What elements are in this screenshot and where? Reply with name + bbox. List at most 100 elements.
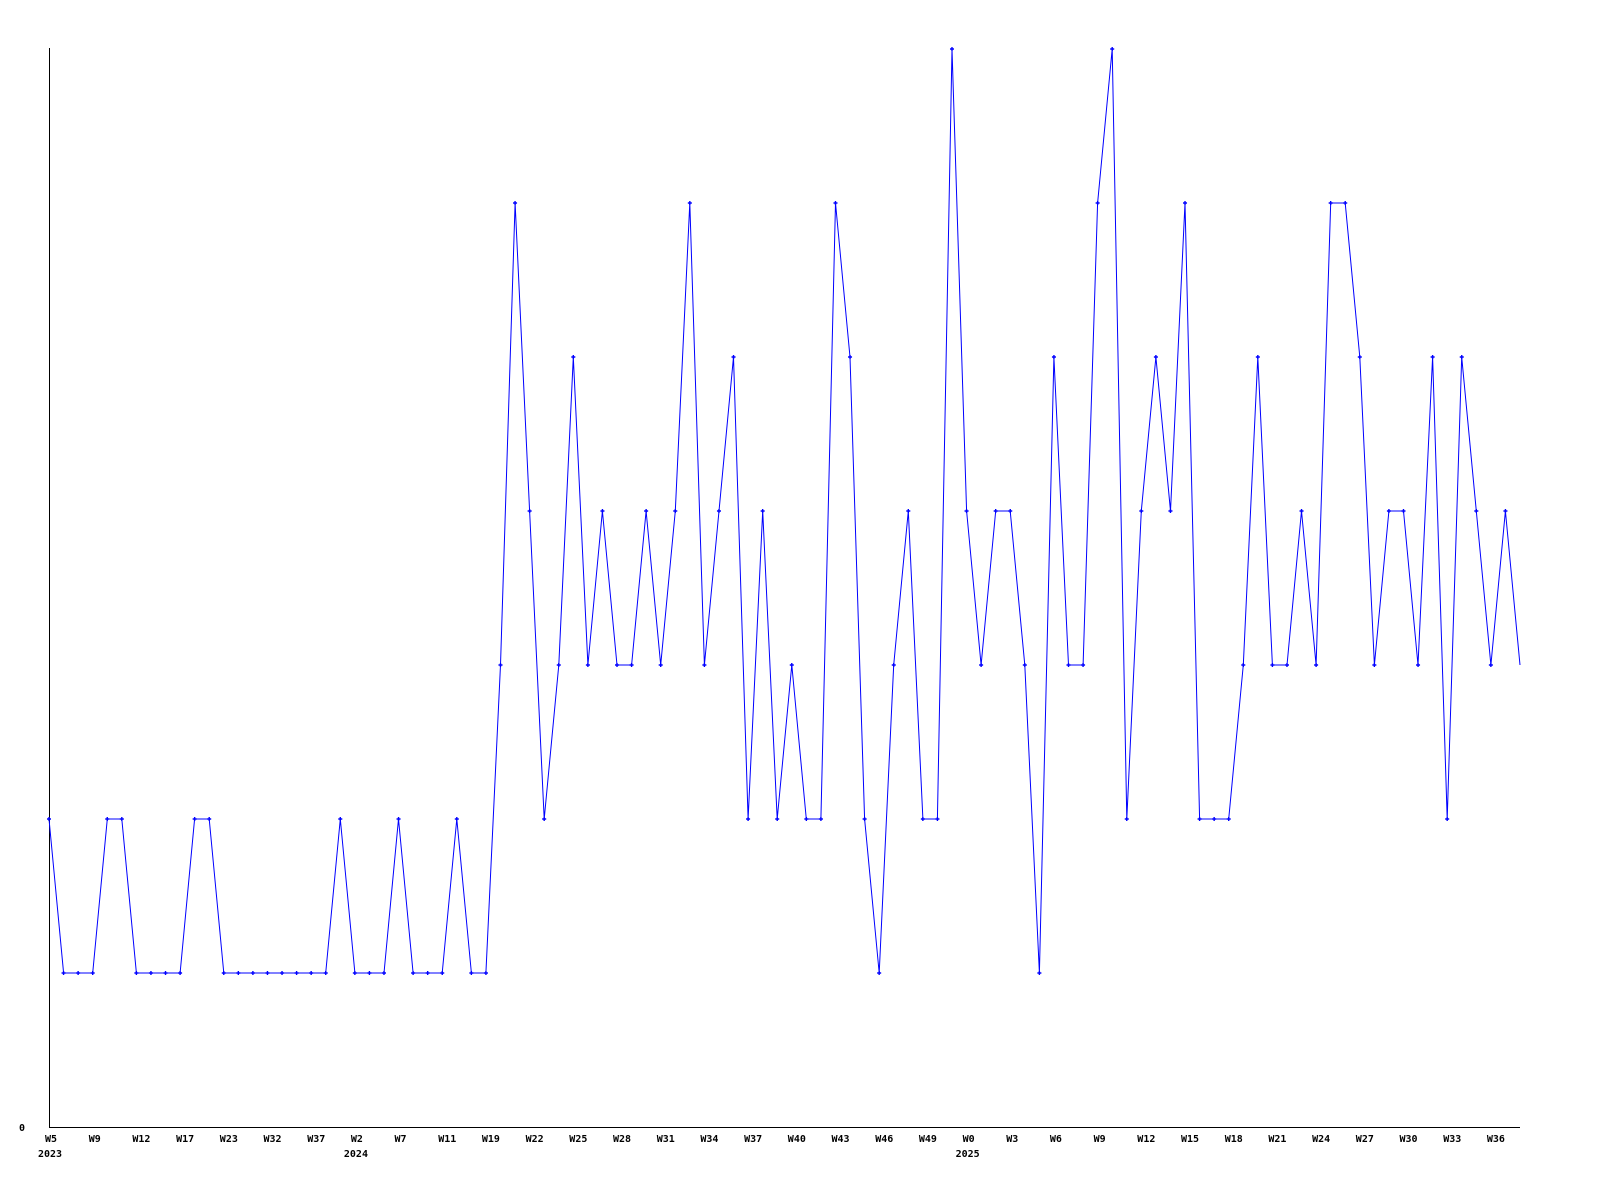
data-point: [716, 509, 721, 513]
x-tick-label: W17: [176, 1134, 194, 1145]
data-point: [920, 817, 925, 821]
data-point: [1401, 509, 1406, 513]
data-point: [1066, 663, 1071, 667]
x-tick-label: W6: [1050, 1134, 1062, 1145]
x-tick-label: W37: [744, 1134, 762, 1145]
data-point: [862, 817, 867, 821]
data-point: [1139, 509, 1144, 513]
x-tick-label: W37: [307, 1134, 325, 1145]
data-point: [1168, 509, 1173, 513]
data-point: [760, 509, 765, 513]
data-point: [178, 971, 183, 975]
data-point: [1284, 663, 1289, 667]
data-point: [280, 971, 285, 975]
data-point: [440, 971, 445, 975]
data-point: [1037, 971, 1042, 975]
data-point: [979, 663, 984, 667]
data-point: [1372, 663, 1377, 667]
data-point: [483, 971, 488, 975]
data-point: [1445, 817, 1450, 821]
series-line: [48, 48, 1521, 974]
data-point: [702, 663, 707, 667]
data-point: [949, 47, 954, 51]
x-tick-label: W34: [700, 1134, 718, 1145]
x-tick-label: W0: [963, 1134, 975, 1145]
data-point: [119, 817, 124, 821]
data-point: [804, 817, 809, 821]
data-point: [1503, 509, 1508, 513]
x-tick-label: W15: [1181, 1134, 1199, 1145]
data-point: [1328, 201, 1333, 205]
data-point: [221, 971, 226, 975]
data-point: [61, 971, 66, 975]
x-tick-label: W32: [264, 1134, 282, 1145]
x-tick-label: W23: [220, 1134, 238, 1145]
data-point: [833, 201, 838, 205]
data-point: [192, 817, 197, 821]
data-point: [469, 971, 474, 975]
x-tick-label: W28: [613, 1134, 631, 1145]
x-tick-label: W36: [1487, 1134, 1505, 1145]
data-point: [644, 509, 649, 513]
data-point: [687, 201, 692, 205]
data-point: [1212, 817, 1217, 821]
x-tick-label: W43: [832, 1134, 850, 1145]
data-point: [789, 663, 794, 667]
data-point: [571, 355, 576, 359]
data-point: [1314, 663, 1319, 667]
data-point: [148, 971, 153, 975]
x-tick-label: W5: [45, 1134, 57, 1145]
data-point: [1153, 355, 1158, 359]
data-point: [542, 817, 547, 821]
x-tick-label: W24: [1312, 1134, 1330, 1145]
data-point: [585, 663, 590, 667]
x-tick-label: W49: [919, 1134, 937, 1145]
data-point: [1299, 509, 1304, 513]
x-tick-label: W12: [132, 1134, 150, 1145]
data-point: [76, 971, 81, 975]
data-point: [731, 355, 736, 359]
data-point: [323, 971, 328, 975]
data-point: [134, 971, 139, 975]
data-point: [1110, 47, 1115, 51]
data-point: [818, 817, 823, 821]
data-point: [1095, 201, 1100, 205]
x-tick-label: W27: [1356, 1134, 1374, 1145]
data-point: [411, 971, 416, 975]
data-point: [250, 971, 255, 975]
data-point: [1488, 663, 1493, 667]
data-point: [746, 817, 751, 821]
data-point: [47, 817, 51, 821]
x-tick-label: W40: [788, 1134, 806, 1145]
x-tick-label: W22: [526, 1134, 544, 1145]
data-point: [1022, 663, 1027, 667]
data-point: [527, 509, 532, 513]
data-point: [294, 971, 299, 975]
data-point: [600, 509, 605, 513]
data-point: [1241, 663, 1246, 667]
x-tick-label: W7: [395, 1134, 407, 1145]
x-tick-label: W30: [1400, 1134, 1418, 1145]
x-tick-label: W18: [1225, 1134, 1243, 1145]
data-point: [775, 817, 780, 821]
x-tick-label: W33: [1443, 1134, 1461, 1145]
data-point: [673, 509, 678, 513]
x-tick-label: W25: [569, 1134, 587, 1145]
data-point: [498, 663, 503, 667]
data-point: [309, 971, 314, 975]
data-point: [629, 663, 634, 667]
data-point: [367, 971, 372, 975]
data-point: [1255, 355, 1260, 359]
x-tick-label: W2: [351, 1134, 363, 1145]
data-point: [556, 663, 561, 667]
data-point: [1183, 201, 1188, 205]
data-point: [1343, 201, 1348, 205]
x-tick-label: W9: [89, 1134, 101, 1145]
data-point: [1416, 663, 1421, 667]
data-point: [615, 663, 620, 667]
data-point: [1430, 355, 1435, 359]
data-point: [964, 509, 969, 513]
data-point: [425, 971, 430, 975]
y-tick-label-0: 0: [19, 1123, 25, 1134]
x-tick-label: W3: [1006, 1134, 1018, 1145]
